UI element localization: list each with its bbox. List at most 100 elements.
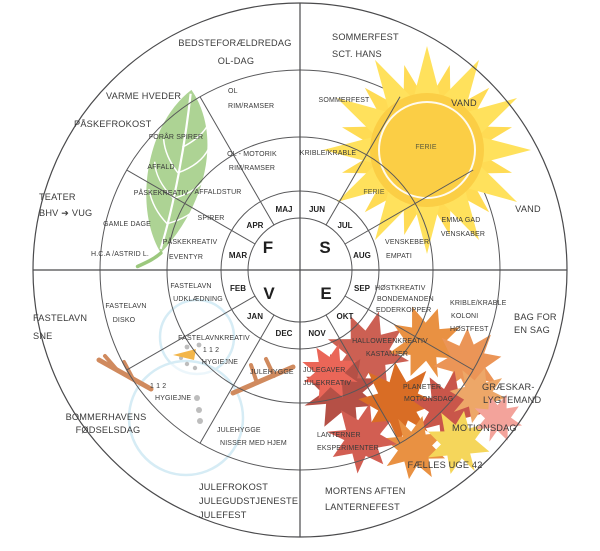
month-label-sep: SEP <box>354 284 371 293</box>
inner-label-jan-3: HYGIEJNE <box>202 359 238 366</box>
spoke-jul-aug <box>344 169 474 245</box>
spoke-okt-nov <box>325 314 401 444</box>
outer-label-fastelavn: FASTELAVN <box>33 313 87 323</box>
spoke-sep-okt <box>344 295 474 371</box>
inner-label-jan-1: FASTELAVNKREATIV <box>178 335 250 342</box>
inner-label-nov-2: JULEKREATIV <box>303 380 351 387</box>
outer-label-en-sag: EN SAG <box>514 325 550 335</box>
outer-label-vand-2: VAND <box>515 204 541 214</box>
inner-label-dec-1: JULEHYGGE <box>250 369 294 376</box>
outer-label-sne: SNE <box>33 331 53 341</box>
middle-label-jan-2: HYGIEJNE <box>155 395 191 402</box>
outer-label-faelles-uge-42: FÆLLES UGE 42 <box>407 460 482 470</box>
outer-label-bhv-vug: BHV ➔ VUG <box>39 208 92 218</box>
snowman-illustration <box>96 298 296 477</box>
outer-label-julegudstjeneste: JULEGUDSTJENESTE <box>199 496 298 506</box>
middle-label-okt-2: MOTIONSDAG <box>404 396 453 403</box>
middle-label-maj-2: RIM/RAMSER <box>228 103 274 110</box>
outer-label-julefrokost: JULEFROKOST <box>199 482 268 492</box>
outer-label-vand-1: VAND <box>451 98 477 108</box>
inner-label-apr-1: AFFALDSTUR <box>194 189 241 196</box>
outer-label-sct-hans: SCT. HANS <box>332 49 382 59</box>
middle-label-mar-2: GAMLE DAGE <box>103 221 151 228</box>
spoke-mar-apr <box>126 169 256 245</box>
inner-label-mar-1: PÅSKEKREATIV <box>163 237 218 246</box>
middle-label-sep-3: HØSTFEST <box>450 326 489 333</box>
inner-label-sep-1: HØSTKREATIV <box>375 285 426 292</box>
outer-label-bommerhavens: BOMMERHAVENS <box>66 412 147 422</box>
sun-rays-large <box>323 46 531 254</box>
middle-label-dec-1: JULEHYGGE <box>217 427 261 434</box>
inner-label-nov-1: JULEGAVER <box>303 367 345 374</box>
sun-inner-ring <box>378 101 476 199</box>
wheel-spokes <box>33 3 567 537</box>
month-label-aug: AUG <box>353 251 371 260</box>
month-label-okt: OKT <box>337 312 354 321</box>
middle-label-aug-1: EMMA GAD <box>442 217 481 224</box>
season-label-spring: F <box>263 238 273 257</box>
spoke-jan-feb <box>126 295 256 371</box>
month-label-mar: MAR <box>229 251 247 260</box>
outer-label-teater: TEATER <box>39 192 76 202</box>
snowman-nose <box>173 349 196 360</box>
spoke-jun-jul <box>325 96 401 226</box>
outer-label-motionsdag: MOTIONSDAG <box>452 423 517 433</box>
outer-label-lanternefest: LANTERNEFEST <box>325 502 400 512</box>
inner-label-jan-2: 1 1 2 <box>203 347 219 354</box>
outer-label-ol-dag: OL-DAG <box>218 56 254 66</box>
inner-label-sep-3: EDDERKOPPER <box>376 307 431 314</box>
inner-label-feb-1: FASTELAVN <box>170 283 211 290</box>
outer-label-bag-for: BAG FOR <box>514 312 557 322</box>
sun-illustration <box>323 46 531 254</box>
spoke-apr-maj <box>199 96 275 226</box>
month-label-maj: MAJ <box>276 205 293 214</box>
month-label-jan: JAN <box>247 312 263 321</box>
middle-label-maj-1: OL <box>228 88 238 95</box>
inner-label-okt-2: KASTANJER <box>366 351 408 358</box>
inner-label-maj-2: RIM/RAMSER <box>229 165 275 172</box>
middle-label-apr-1: FORÅR SPIRER <box>149 132 203 141</box>
middle-label-apr-2: AFFALD <box>147 164 174 171</box>
spoke-dec-jan <box>199 314 275 444</box>
snowman-face-dots <box>179 342 203 424</box>
month-label-apr: APR <box>247 221 264 230</box>
outer-label-varme-hveder: VARME HVEDER <box>106 91 181 101</box>
middle-label-nov-1: LANTERNER <box>317 432 361 439</box>
outer-label-graeskar: GRÆSKAR- <box>482 382 535 392</box>
inner-label-sep-2: BONDEMANDEN <box>377 296 434 303</box>
season-label-autumn: E <box>320 284 331 303</box>
inner-label-okt-1: HALLOWEENKREATIV <box>352 338 428 345</box>
outer-label-sommerfest: SOMMERFEST <box>332 32 399 42</box>
inner-label-apr-2: SPIRER <box>198 215 225 222</box>
month-label-feb: FEB <box>230 284 246 293</box>
month-label-jun: JUN <box>309 205 325 214</box>
inner-label-aug-1: VENSKEBER <box>385 239 429 246</box>
middle-label-sep-1: KRIBLE/KRABLE <box>450 300 507 307</box>
middle-label-sep-2: KOLONI <box>451 313 478 320</box>
middle-label-mar-1: PÅSKEKREATIV <box>134 188 189 197</box>
month-label-nov: NOV <box>308 329 326 338</box>
middle-label-jan-1: 1 1 2 <box>150 383 166 390</box>
inner-label-maj-1: OL - MOTORIK <box>227 151 277 158</box>
snowman-branch-arms <box>96 354 296 396</box>
outer-label-lygtemand: LYGTEMAND <box>483 395 541 405</box>
outer-label-mortens-aften: MORTENS AFTEN <box>325 486 406 496</box>
inner-label-mar-2: EVENTYR <box>169 254 203 261</box>
outer-label-paaskefrokost: PÅSKEFROKOST <box>74 119 152 129</box>
middle-label-feb-2: DISKO <box>113 317 136 324</box>
middle-label-mar-3: H.C.A /ASTRID L. <box>91 251 149 258</box>
middle-label-dec-2: NISSER MED HJEM <box>220 440 287 447</box>
middle-label-okt-1: PLANETER <box>403 384 441 391</box>
month-label-jul: JUL <box>337 221 352 230</box>
outer-label-foedselsdag: FØDSELSDAG <box>76 425 141 435</box>
inner-label-feb-2: UDKLÆDNING <box>173 296 223 303</box>
middle-label-aug-2: VENSKABER <box>441 231 485 238</box>
season-label-summer: S <box>319 238 330 257</box>
middle-label-jul-1: FERIE <box>415 144 437 151</box>
inner-label-aug-2: EMPATI <box>386 253 412 260</box>
sun-disc <box>370 93 484 207</box>
month-label-dec: DEC <box>276 329 293 338</box>
outer-label-julefest: JULEFEST <box>199 510 247 520</box>
